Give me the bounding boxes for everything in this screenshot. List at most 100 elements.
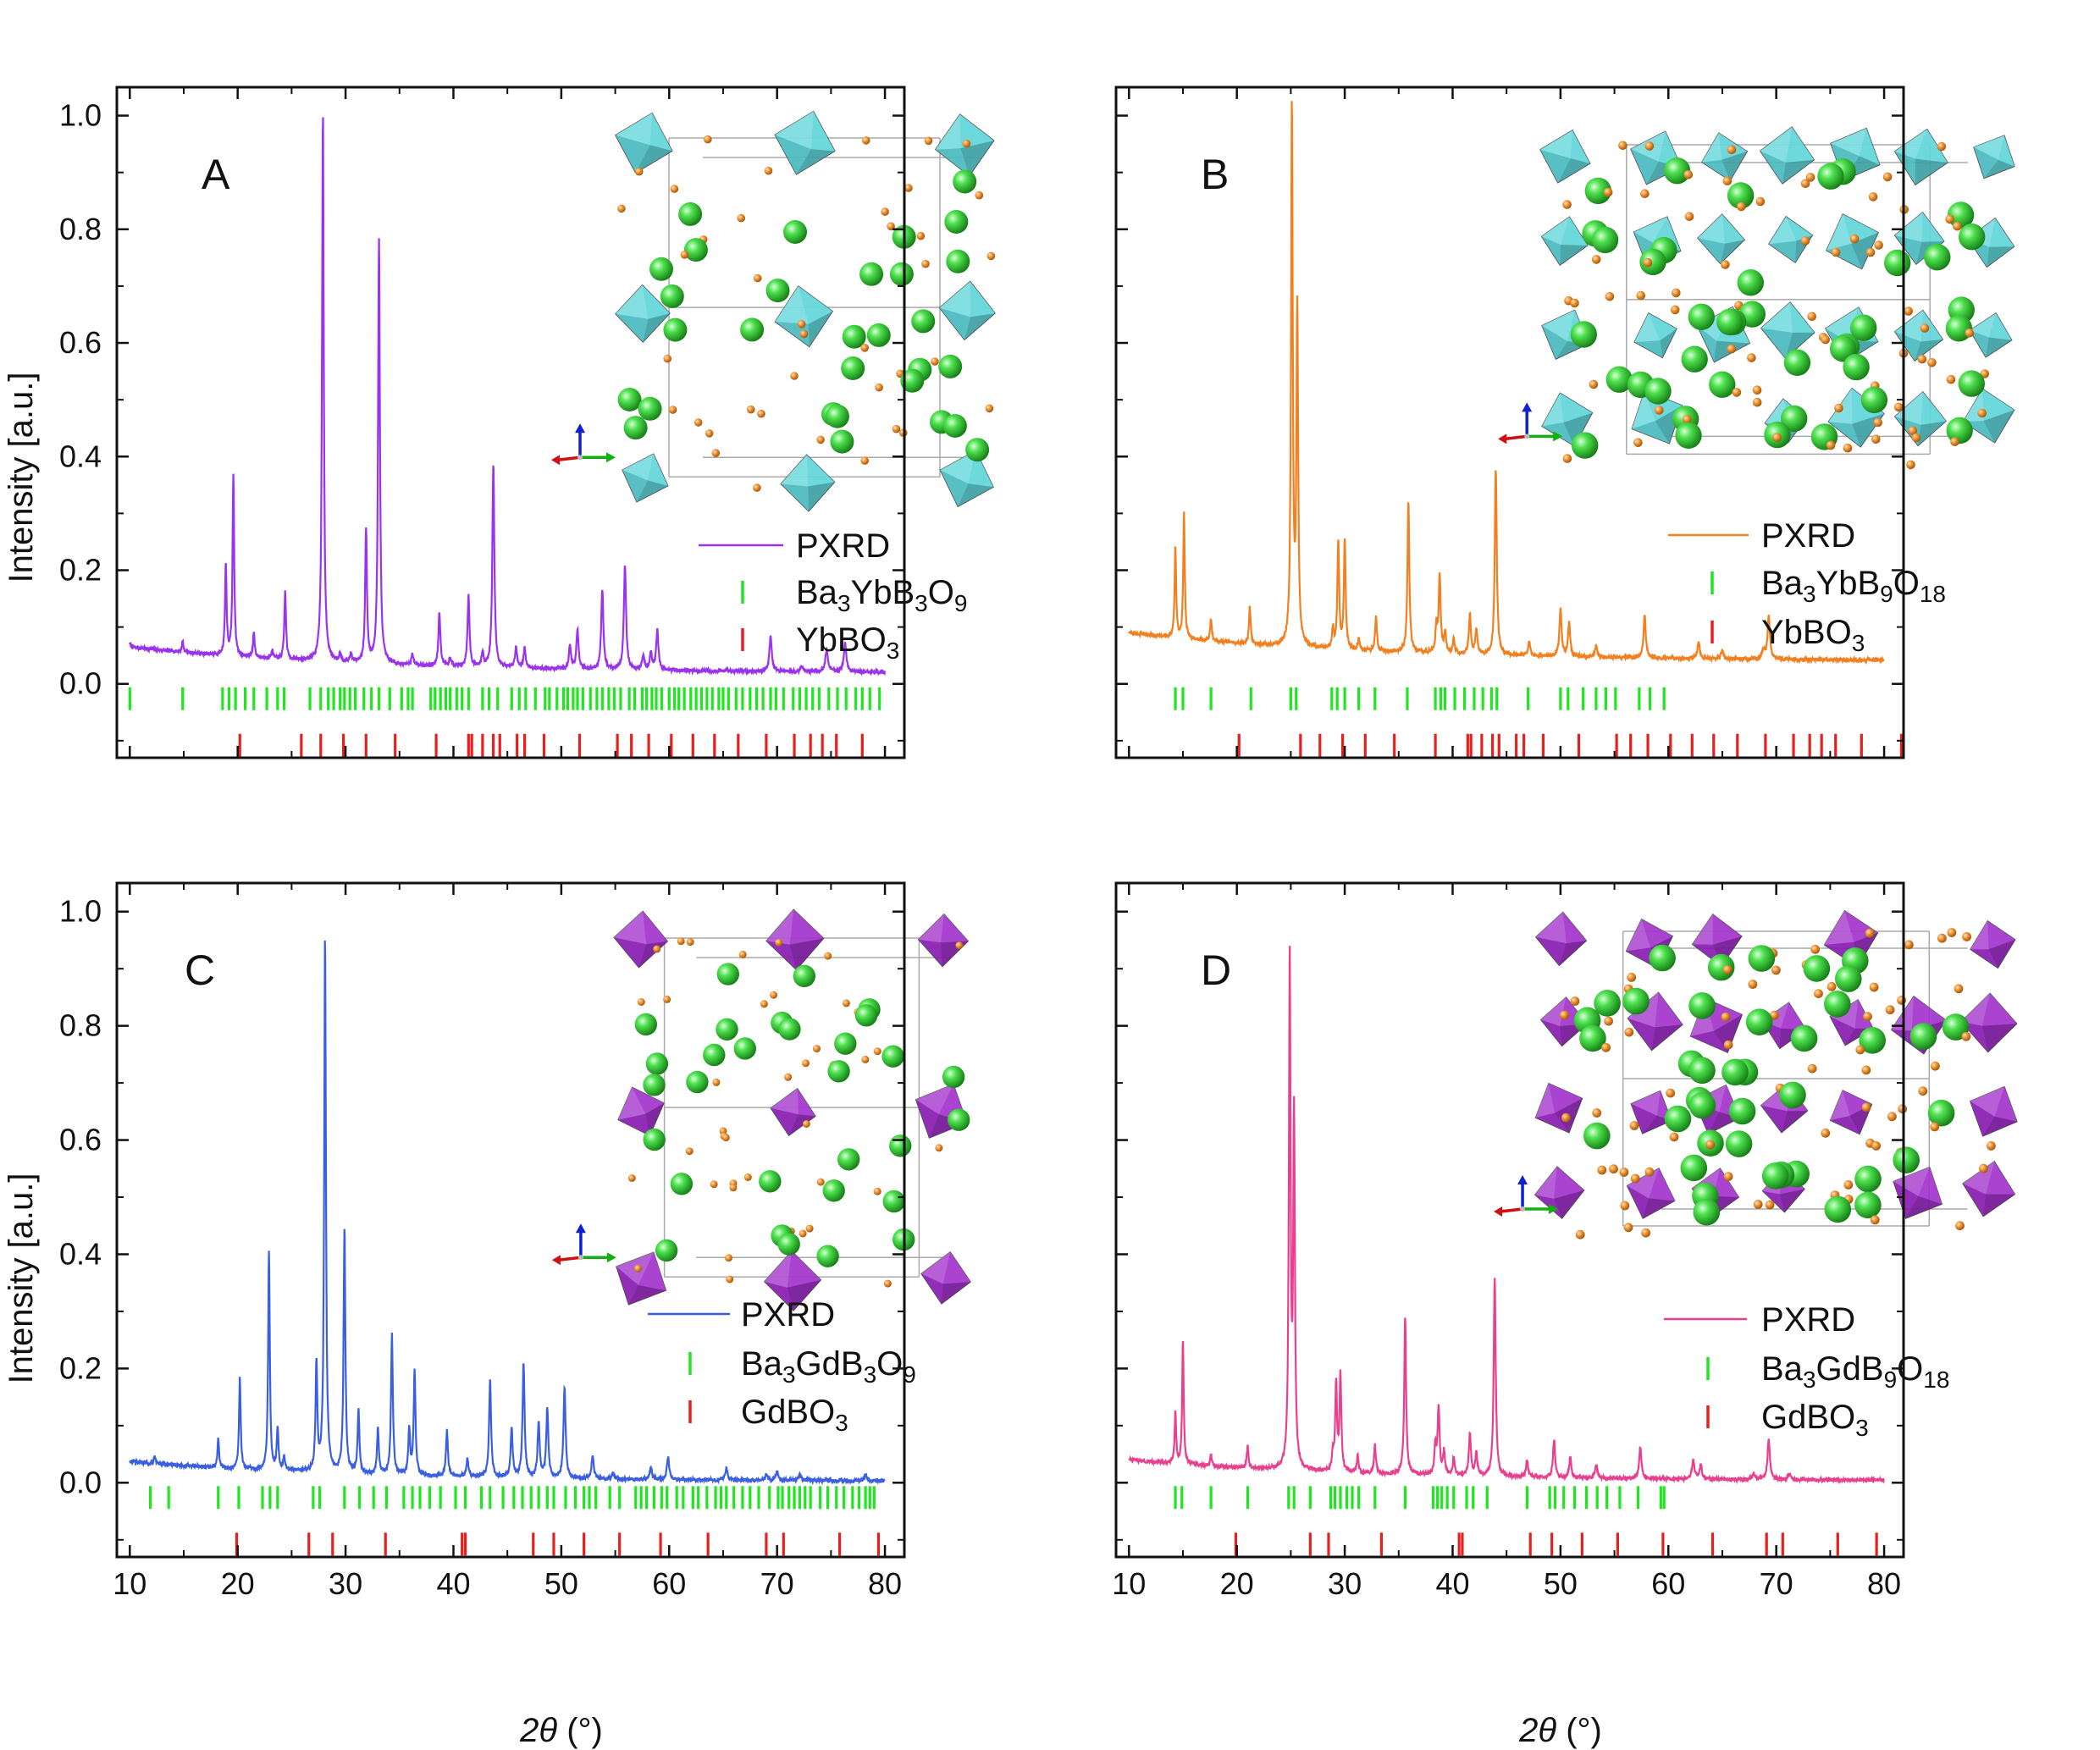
oxygen-atom bbox=[904, 184, 913, 192]
oxygen-atom bbox=[1906, 460, 1915, 470]
oxygen-atom bbox=[1722, 964, 1732, 974]
legend-d: PXRD Ba3GdB9O18 GdBO3 bbox=[1664, 1301, 1949, 1441]
oxygen-atom bbox=[663, 354, 671, 363]
x-tick-label: 30 bbox=[1328, 1566, 1362, 1601]
oxygen-atom bbox=[1904, 306, 1913, 316]
oxygen-atom bbox=[1672, 288, 1681, 298]
oxygen-atom bbox=[710, 1180, 718, 1189]
oxygen-atom bbox=[1641, 1228, 1650, 1238]
oxygen-atom bbox=[1644, 1167, 1655, 1177]
y-tick-label: 0.2 bbox=[59, 553, 102, 588]
oxygen-atom bbox=[1908, 426, 1918, 436]
oxygen-atom bbox=[1722, 176, 1732, 185]
ba-atom bbox=[1570, 321, 1598, 348]
oxygen-atom bbox=[1821, 334, 1830, 345]
oxygen-atom bbox=[985, 404, 994, 413]
oxygen-atom bbox=[653, 945, 661, 953]
oxygen-atom bbox=[1604, 1016, 1613, 1026]
oxygen-atom bbox=[1732, 388, 1742, 397]
oxygen-atom bbox=[1575, 1229, 1585, 1239]
oxygen-atom bbox=[1627, 973, 1637, 982]
ba-atom bbox=[1572, 432, 1599, 459]
oxygen-atom bbox=[1870, 1215, 1880, 1225]
oxygen-atom bbox=[704, 135, 712, 144]
oxygen-atom bbox=[1807, 312, 1816, 322]
plot-frame bbox=[1114, 86, 1905, 759]
oxygen-atom bbox=[1946, 374, 1956, 384]
oxygen-atom bbox=[1623, 1223, 1633, 1233]
oxygen-atom bbox=[873, 1187, 881, 1195]
oxygen-atom bbox=[1752, 385, 1762, 395]
oxygen-atom bbox=[813, 1045, 821, 1053]
ba-atom bbox=[1737, 269, 1764, 296]
ba-atom bbox=[1803, 955, 1831, 982]
oxygen-atom bbox=[1863, 1012, 1872, 1021]
oxygen-atom bbox=[617, 204, 626, 213]
oxygen-atom bbox=[921, 259, 930, 268]
crystal-structure-inset-a bbox=[551, 110, 996, 512]
panel-label-d: D bbox=[1201, 947, 1231, 994]
ba-atom bbox=[703, 1043, 726, 1067]
ba-atom bbox=[1664, 1105, 1692, 1133]
oxygen-atom bbox=[712, 1078, 721, 1086]
y-tick-label: 0.0 bbox=[59, 666, 102, 701]
octahedron bbox=[1539, 130, 1591, 184]
x-axis-title-unit: (°) bbox=[566, 1712, 603, 1749]
ba-atom bbox=[1675, 422, 1702, 449]
oxygen-atom bbox=[1640, 189, 1650, 198]
ba-atom bbox=[1817, 163, 1844, 190]
oxygen-atom bbox=[1954, 984, 1964, 994]
oxygen-atom bbox=[738, 950, 747, 958]
oxygen-atom bbox=[1800, 236, 1810, 246]
ba-atom bbox=[1649, 944, 1676, 972]
oxygen-atom bbox=[1882, 172, 1893, 182]
ba-atom bbox=[837, 1148, 860, 1171]
crystal-axes-triad-icon bbox=[551, 423, 616, 466]
oxygen-atom bbox=[784, 1073, 793, 1081]
ba-atom bbox=[683, 238, 708, 262]
ba-atom bbox=[1835, 965, 1862, 992]
oxygen-atom bbox=[1683, 415, 1692, 424]
oxygen-atom bbox=[1562, 454, 1572, 463]
y-axis-title-bottom: Intensity [a.u.] bbox=[3, 1173, 40, 1383]
ba-atom bbox=[1644, 378, 1672, 405]
oxygen-atom bbox=[1826, 440, 1836, 450]
oxygen-atom bbox=[824, 952, 832, 960]
oxygen-atom bbox=[1865, 247, 1876, 257]
ba-atom bbox=[678, 201, 703, 226]
ba-atom bbox=[882, 1190, 905, 1213]
ba-atom bbox=[1924, 244, 1951, 271]
oxygen-atom bbox=[862, 136, 870, 145]
x-tick-label: 60 bbox=[1651, 1566, 1685, 1601]
ba-atom bbox=[716, 1018, 738, 1041]
oxygen-atom bbox=[1868, 192, 1878, 201]
oxygen-atom bbox=[805, 1224, 814, 1233]
oxygen-atom bbox=[637, 998, 645, 1006]
ba-atom bbox=[854, 1004, 878, 1027]
oxygen-atom bbox=[1643, 257, 1653, 268]
octahedron bbox=[615, 284, 671, 343]
legend-c: PXRD Ba3GdB3O9 GdBO3 bbox=[648, 1296, 916, 1436]
oxygen-atom bbox=[1747, 353, 1756, 362]
octahedron bbox=[763, 1250, 822, 1311]
oxygen-atom bbox=[1727, 145, 1737, 155]
oxygen-atom bbox=[1589, 379, 1599, 389]
oxygen-atom bbox=[1807, 1063, 1817, 1074]
octahedron bbox=[1631, 389, 1683, 444]
oxygen-atom bbox=[725, 1254, 732, 1262]
ba-atom bbox=[822, 1179, 845, 1202]
octahedron bbox=[1630, 1090, 1672, 1134]
oxygen-atom bbox=[799, 1229, 807, 1238]
ba-atom bbox=[1579, 1024, 1606, 1052]
ba-atom bbox=[1945, 315, 1973, 342]
ba-atom bbox=[1728, 1097, 1756, 1125]
legend-main-phase-label: Ba3GdB3O9 bbox=[741, 1345, 916, 1388]
pxrd-series-line bbox=[129, 940, 886, 1486]
oxygen-atom bbox=[775, 938, 783, 947]
octahedron bbox=[1539, 996, 1589, 1047]
oxygen-atom bbox=[1937, 141, 1947, 152]
ba-atom bbox=[1745, 1008, 1773, 1035]
oxygen-atom bbox=[1831, 247, 1841, 257]
oxygen-atom bbox=[721, 1134, 730, 1142]
